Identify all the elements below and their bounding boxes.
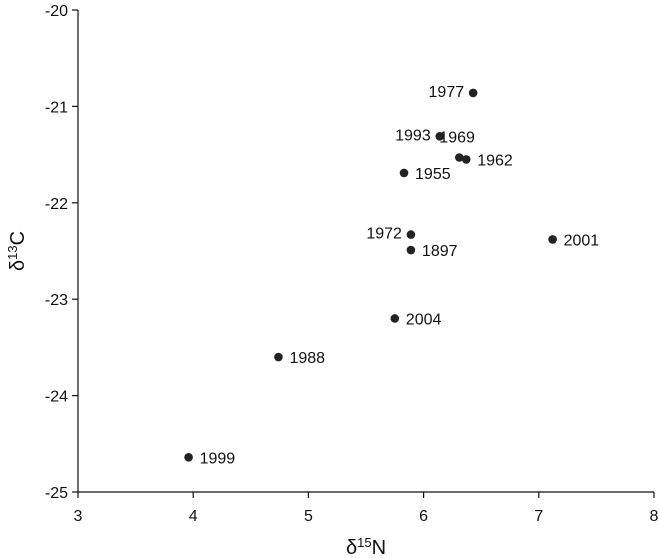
y-axis-title: δ13C (5, 231, 30, 271)
y-tick-label: -20 (45, 3, 68, 20)
data-point-label: 2001 (564, 232, 600, 249)
data-point-label: 1988 (289, 350, 325, 367)
data-point (461, 155, 471, 164)
data-point (399, 168, 409, 178)
data-point-label: 1999 (200, 450, 236, 467)
x_axis-tail: N (372, 537, 386, 558)
x_axis-sup: 15 (357, 535, 371, 550)
data-point-label: 1972 (366, 226, 402, 243)
data-point-label: 1962 (477, 152, 513, 169)
y-tick-label: -25 (45, 485, 68, 502)
x-tick-label: 7 (534, 508, 543, 525)
axes (77, 10, 654, 493)
y_axis-sup: 13 (5, 245, 20, 259)
y-tick-label: -21 (45, 99, 68, 116)
y-tick-label: -24 (45, 389, 68, 406)
data-point (274, 352, 283, 362)
data-point (435, 131, 445, 141)
data-point-label: 1897 (422, 243, 458, 260)
x-axis-title: δ15N (346, 535, 386, 558)
data-point (455, 153, 464, 162)
data-point (406, 245, 416, 255)
data-point (390, 314, 400, 323)
x-tick-label: 6 (419, 508, 428, 525)
x-tick-label: 8 (650, 508, 659, 525)
data-point (406, 230, 416, 239)
data-point (184, 452, 193, 462)
data-point-label: 1977 (429, 84, 465, 101)
x-tick-label: 5 (304, 508, 313, 525)
y_axis-base: δ (7, 260, 29, 271)
x-tick-label: 3 (74, 508, 83, 525)
data-point (548, 235, 557, 244)
y-tick-label: -23 (45, 292, 68, 309)
data-point-label: 2004 (406, 311, 442, 328)
y_axis-tail: C (7, 231, 29, 245)
data-point-label: 1955 (415, 166, 451, 183)
y-tick-label: -22 (45, 196, 68, 213)
data-point-label: 1993 (395, 127, 431, 144)
data-point (468, 88, 478, 98)
x_axis-base: δ (346, 537, 357, 558)
data-point-label: 1969 (439, 129, 475, 146)
ticks: 3 4 5 6 7 8 -25 -24 -23 -22 -21 -20 (45, 3, 659, 525)
x-tick-label: 4 (189, 508, 198, 525)
